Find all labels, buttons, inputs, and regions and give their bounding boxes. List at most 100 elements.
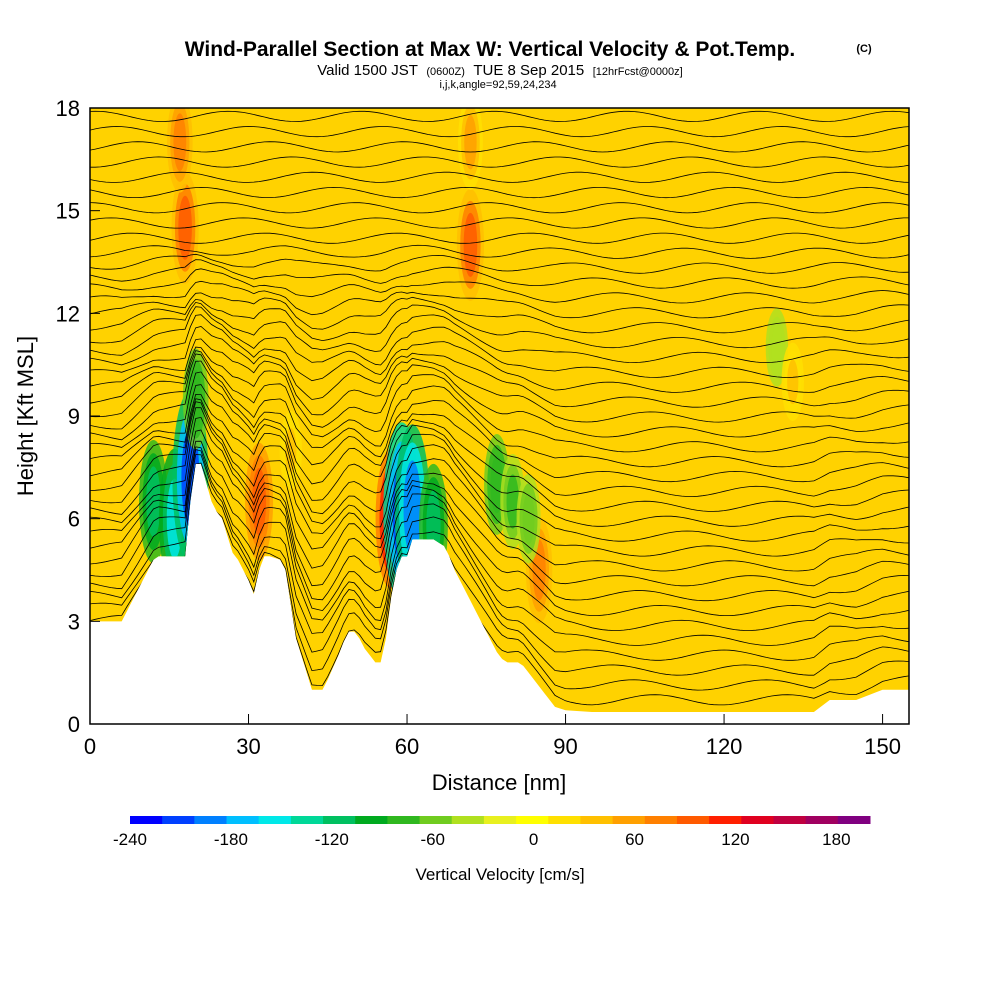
colorbar-swatch	[226, 816, 260, 824]
theta-contour	[90, 253, 909, 274]
subtitle-forecast: [12hrFcst@0000z]	[593, 66, 683, 78]
theta-contour	[90, 301, 909, 364]
theta-contour	[90, 350, 909, 453]
theta-contour	[90, 446, 909, 631]
colorbar-tick-label: -240	[113, 830, 147, 849]
theta-contour	[90, 462, 909, 676]
x-tick-label: 150	[864, 734, 901, 759]
theta-contour	[90, 126, 909, 138]
theta-contour	[90, 306, 909, 378]
air-region	[90, 108, 909, 713]
theta-contour	[90, 384, 909, 512]
theta-contour	[90, 217, 909, 229]
theta-contour	[90, 280, 909, 319]
colorbar-title: Vertical Velocity [cm/s]	[415, 865, 584, 884]
colorbar-tick-label: 0	[529, 830, 538, 849]
velocity-feature	[787, 359, 799, 405]
theta-contour	[90, 371, 909, 497]
y-tick-label: 12	[56, 301, 80, 326]
y-tick-label: 0	[68, 712, 80, 737]
chart-params: i,j,k,angle=92,59,24,234	[439, 79, 556, 91]
chart-title-suffix: (C)	[856, 43, 872, 55]
colorbar-swatch	[323, 816, 356, 824]
theta-contour	[90, 346, 909, 438]
theta-contour	[90, 429, 909, 602]
theta-contour	[90, 360, 909, 483]
x-axis: 0 30 60 90 120 150	[84, 714, 901, 759]
colorbar-swatch	[580, 816, 614, 824]
theta-contour	[90, 141, 909, 153]
theta-contour	[90, 244, 909, 259]
colorbar-swatch	[709, 816, 742, 824]
chart-subtitle: Valid 1500 JST (0600Z) TUE 8 Sep 2015 [1…	[317, 62, 682, 79]
x-axis-label: Distance [nm]	[432, 770, 567, 795]
theta-contour	[90, 171, 909, 183]
subtitle-utc: (0600Z)	[426, 66, 465, 78]
colorbar-tick-label: -120	[315, 830, 349, 849]
colorbar-swatch	[194, 816, 228, 824]
theta-contour	[90, 449, 909, 646]
velocity-feature	[403, 460, 422, 557]
colorbar-swatch	[676, 816, 710, 824]
y-tick-label: 6	[68, 507, 80, 532]
theta-contour	[90, 314, 909, 393]
theta-contour	[90, 232, 909, 244]
colorbar-tick-label: 180	[822, 830, 850, 849]
chart-title: Wind-Parallel Section at Max W: Vertical…	[185, 38, 796, 61]
colorbar-tick-label: -180	[214, 830, 248, 849]
y-tick-label: 3	[68, 609, 80, 634]
theta-contour	[90, 156, 909, 168]
colorbar-swatch	[130, 816, 163, 824]
theta-contour	[90, 202, 909, 214]
theta-contour	[90, 474, 909, 691]
y-tick-label: 18	[56, 96, 80, 121]
velocity-feature	[522, 493, 535, 545]
colorbar-swatch	[451, 816, 485, 824]
velocity-feature	[173, 113, 187, 172]
theta-contour	[90, 401, 909, 557]
plot-area	[90, 108, 909, 724]
theta-contour	[90, 353, 909, 468]
theta-contour	[90, 398, 909, 542]
colorbar-swatch	[773, 816, 807, 824]
x-tick-label: 120	[706, 734, 743, 759]
velocity-feature	[464, 115, 477, 170]
x-tick-label: 60	[395, 734, 419, 759]
theta-contour	[90, 416, 909, 587]
x-tick-label: 0	[84, 734, 96, 759]
colorbar-swatch	[162, 816, 195, 824]
colorbar-swatch	[644, 816, 678, 824]
y-tick-label: 15	[56, 199, 80, 224]
colorbar-swatch	[355, 816, 388, 824]
colorbar-swatch	[741, 816, 774, 824]
colorbar-swatch	[837, 816, 871, 824]
y-tick-label: 9	[68, 404, 80, 429]
theta-contours	[90, 110, 909, 706]
colorbar-tick-label: -60	[420, 830, 445, 849]
theta-contour	[90, 407, 909, 572]
x-tick-label: 90	[553, 734, 577, 759]
colorbar-swatch	[483, 816, 517, 824]
theta-contour	[90, 110, 909, 122]
colorbar-swatch	[548, 816, 581, 824]
colorbar-tick-label: 120	[721, 830, 749, 849]
theta-contour	[90, 298, 909, 349]
subtitle-date: TUE 8 Sep 2015	[473, 62, 584, 79]
theta-contour	[90, 393, 909, 527]
subtitle-valid: Valid 1500 JST	[317, 62, 418, 79]
colorbar-swatch	[387, 816, 421, 824]
y-axis: 0 3 6 9 12 15 18	[56, 96, 100, 737]
theta-contour	[90, 268, 909, 304]
theta-contour	[90, 454, 909, 661]
velocity-feature	[771, 325, 783, 370]
velocity-feature	[463, 212, 478, 277]
colorbar-swatch	[612, 816, 646, 824]
colorbar-tick-label: 60	[625, 830, 644, 849]
velocity-feature	[506, 474, 519, 529]
y-axis-label: Height [Kft MSL]	[13, 336, 38, 496]
theta-contour	[90, 292, 909, 334]
theta-contour	[90, 186, 909, 199]
colorbar-swatch	[805, 816, 839, 824]
theta-contour	[90, 338, 909, 423]
